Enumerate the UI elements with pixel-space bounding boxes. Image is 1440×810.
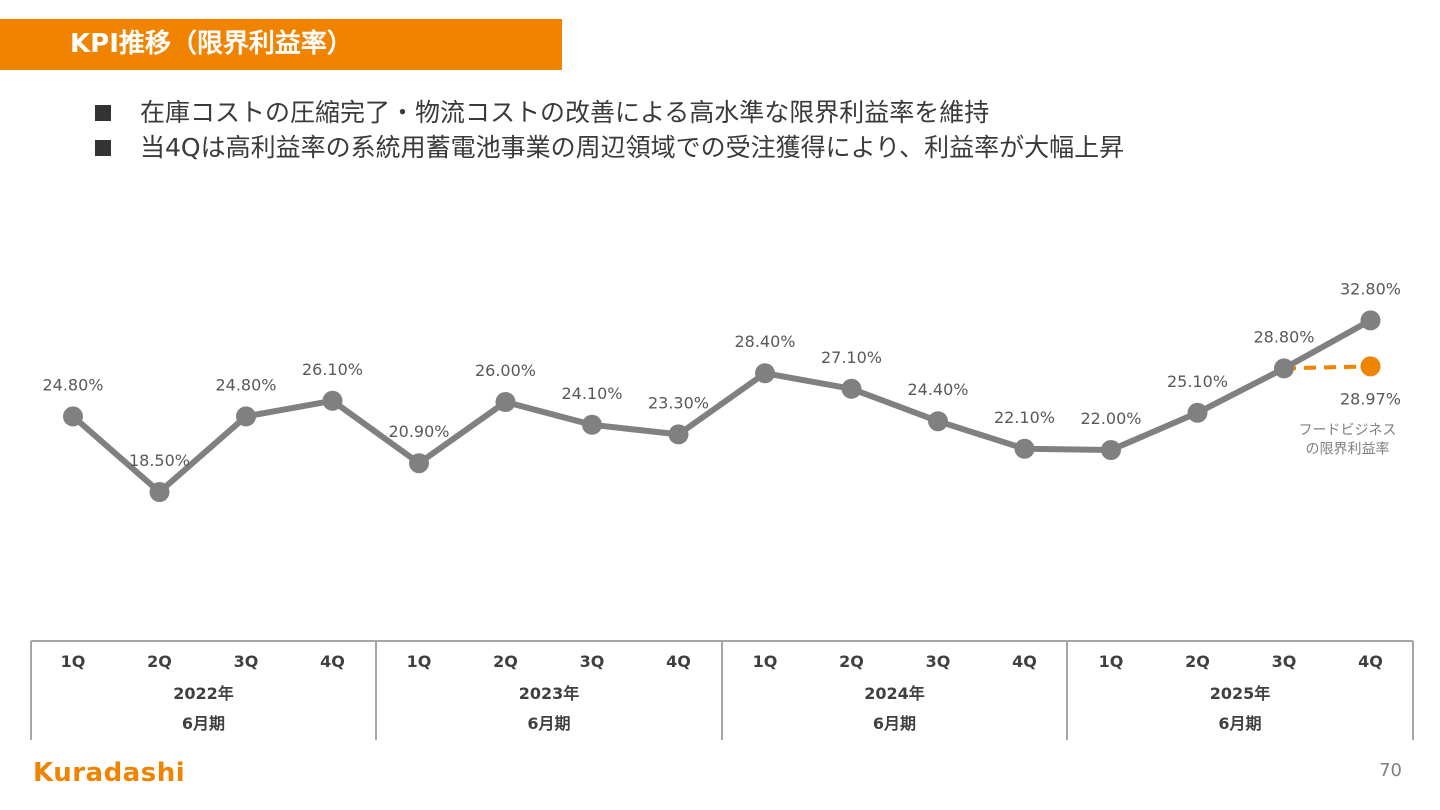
x-group-year-label: 2025年 (1210, 684, 1271, 703)
page-number: 70 (1379, 760, 1402, 781)
data-point (495, 392, 516, 412)
data-point (841, 378, 862, 399)
data-label: 22.10% (994, 408, 1055, 427)
x-group-year-label: 2024年 (864, 684, 925, 703)
data-label: 20.90% (388, 422, 449, 441)
bullet-item: 当4Qは高利益率の系統用蓄電池事業の周辺領域での受注獲得により、利益率が大幅上昇 (95, 130, 1415, 165)
x-tick-label: 2Q (147, 652, 172, 671)
x-group-period-label: 6月期 (1218, 714, 1261, 733)
x-tick-label: 2Q (1185, 652, 1210, 671)
x-tick-label: 4Q (1358, 652, 1383, 671)
data-label: 24.80% (42, 375, 103, 394)
data-point (149, 482, 170, 502)
data-label: 24.80% (215, 375, 276, 394)
x-tick-label: 1Q (407, 652, 432, 671)
data-label: 25.10% (1167, 372, 1228, 391)
series-line-food (1283, 364, 1371, 371)
x-tick-label: 4Q (320, 652, 345, 671)
data-label: 28.40% (734, 332, 795, 351)
title-banner: KPI推移（限界利益率） (0, 19, 562, 70)
kuradashi-logo: Kuradashi (33, 758, 186, 788)
data-point (1101, 440, 1121, 460)
x-tick-label: 3Q (1272, 652, 1297, 671)
data-label: 26.00% (475, 361, 536, 380)
slide-title: KPI推移（限界利益率） (70, 29, 353, 59)
x-tick-label: 4Q (1012, 652, 1037, 671)
data-label-food: 28.97% (1340, 389, 1401, 408)
data-point-food (1360, 356, 1381, 377)
bullet-square-icon (95, 140, 111, 156)
x-tick-label: 1Q (61, 652, 86, 671)
x-group-period-label: 6月期 (182, 714, 225, 733)
x-tick-label: 2Q (493, 652, 518, 671)
x-tick-label: 3Q (234, 652, 259, 671)
data-label: 24.40% (907, 380, 968, 399)
series-line-main (71, 317, 1372, 495)
data-point (755, 363, 775, 384)
data-point (236, 406, 256, 427)
data-point (1014, 438, 1035, 459)
bullet-item: 在庫コストの圧縮完了・物流コストの改善による高水準な限界利益率を維持 (95, 95, 1415, 130)
data-point (63, 406, 83, 427)
x-group-period-label: 6月期 (527, 714, 570, 733)
data-label: 18.50% (129, 451, 190, 470)
bullet-square-icon (95, 105, 111, 121)
x-tick-label: 1Q (1099, 652, 1124, 671)
data-point (409, 453, 429, 474)
x-tick-label: 2Q (839, 652, 864, 671)
data-point (582, 414, 602, 435)
data-label: 27.10% (821, 348, 882, 367)
series-name-food: の限界利益率 (1306, 440, 1390, 457)
x-tick-label: 3Q (580, 652, 605, 671)
data-label: 23.30% (648, 393, 709, 412)
series-name-food: フードビジネス (1299, 422, 1397, 438)
data-point (1187, 402, 1208, 423)
x-group-period-label: 6月期 (873, 714, 916, 733)
x-group-year-label: 2022年 (173, 684, 234, 703)
x-group-year-label: 2023年 (519, 684, 580, 703)
data-point (1274, 358, 1294, 379)
data-label: 22.00% (1080, 409, 1141, 428)
bullet-list: 在庫コストの圧縮完了・物流コストの改善による高水準な限界利益率を維持 当4Qは高… (95, 95, 1415, 165)
data-label: 26.10% (302, 360, 363, 379)
data-label: 24.10% (561, 384, 622, 403)
x-tick-label: 1Q (753, 652, 778, 671)
data-label: 28.80% (1253, 327, 1314, 346)
x-tick-label: 4Q (666, 652, 691, 671)
data-label: 32.80% (1340, 279, 1401, 298)
data-point (322, 390, 343, 411)
data-point (668, 424, 689, 445)
data-point (1360, 310, 1381, 331)
bullet-text: 在庫コストの圧縮完了・物流コストの改善による高水準な限界利益率を維持 (140, 98, 990, 127)
bullet-text: 当4Qは高利益率の系統用蓄電池事業の周辺領域での受注獲得により、利益率が大幅上昇 (140, 133, 1125, 162)
x-tick-label: 3Q (926, 652, 951, 671)
data-point (928, 411, 948, 432)
